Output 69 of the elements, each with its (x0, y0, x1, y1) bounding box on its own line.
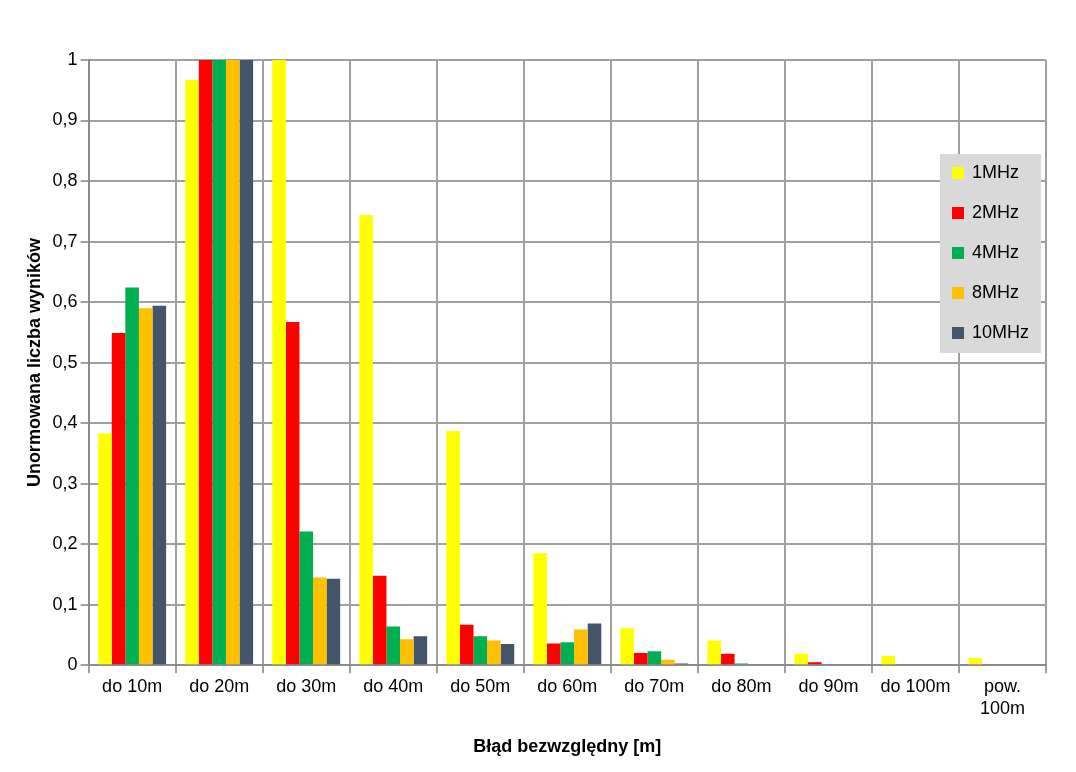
y-tick-label: 0 (67, 654, 78, 675)
bar (707, 640, 722, 665)
x-tick-label: do 10m (102, 675, 163, 696)
bar (459, 624, 474, 665)
y-tick-label: 0,9 (52, 109, 78, 130)
x-tick-label: do 50m (450, 675, 511, 696)
bar (487, 640, 501, 665)
legend-label: 2MHz (972, 202, 1020, 224)
bar (111, 332, 126, 665)
bar (359, 214, 373, 665)
x-tick-label: do 30m (276, 675, 337, 696)
bar (661, 659, 675, 665)
x-tick-label: do 90m (798, 675, 859, 696)
bar (473, 636, 488, 665)
bar (620, 628, 634, 665)
legend-label: 8MHz (972, 282, 1020, 304)
y-tick-label: 0,7 (52, 230, 78, 251)
bar (633, 653, 648, 665)
bar (386, 626, 401, 665)
y-tick-label: 0,2 (52, 533, 78, 554)
bar (721, 653, 735, 665)
x-tick-label: do 70m (624, 675, 685, 696)
x-tick-label: pow. 100m (979, 675, 1025, 718)
x-axis-title: Błąd bezwzględny [m] (473, 736, 662, 757)
bar (125, 287, 139, 665)
bar (500, 644, 515, 665)
x-tick-label: do 100m (880, 675, 951, 696)
y-tick-label: 1 (67, 48, 78, 69)
legend-label: 10MHz (972, 322, 1030, 344)
bar (299, 531, 313, 665)
bar (647, 651, 662, 665)
bar (239, 60, 254, 665)
bar (152, 305, 167, 665)
bar (372, 575, 387, 665)
y-tick-label: 0,3 (52, 472, 78, 493)
y-tick-label: 0,1 (52, 593, 78, 614)
bar (574, 629, 588, 665)
bar (313, 577, 327, 665)
y-tick-label: 0,5 (52, 351, 78, 372)
bar (587, 623, 602, 665)
bar (326, 578, 341, 665)
bar (272, 60, 286, 665)
legend-label: 4MHz (972, 242, 1020, 264)
bar (198, 60, 213, 665)
x-tick-label: do 20m (189, 675, 250, 696)
bar (400, 639, 414, 665)
bar (413, 636, 428, 665)
legend-label: 1MHz (972, 162, 1020, 184)
bar (808, 662, 822, 665)
bar (560, 642, 575, 665)
bar (794, 653, 809, 665)
bar (138, 308, 153, 665)
bar (446, 430, 460, 665)
y-tick-label: 0,8 (52, 170, 78, 191)
y-axis-title: Unormowana liczba wyników (23, 237, 44, 488)
bar (225, 60, 240, 665)
bar (546, 643, 561, 665)
bar (185, 79, 199, 665)
x-tick-label: do 60m (537, 675, 598, 696)
bar (98, 433, 112, 665)
bar (881, 656, 896, 665)
bar (533, 553, 547, 665)
bar (285, 322, 300, 665)
y-tick-label: 0,4 (52, 412, 78, 433)
bar (212, 60, 226, 665)
bar (968, 657, 983, 665)
x-tick-label: do 40m (363, 675, 424, 696)
y-tick-label: 0,6 (52, 291, 78, 312)
x-tick-label: do 80m (711, 675, 772, 696)
